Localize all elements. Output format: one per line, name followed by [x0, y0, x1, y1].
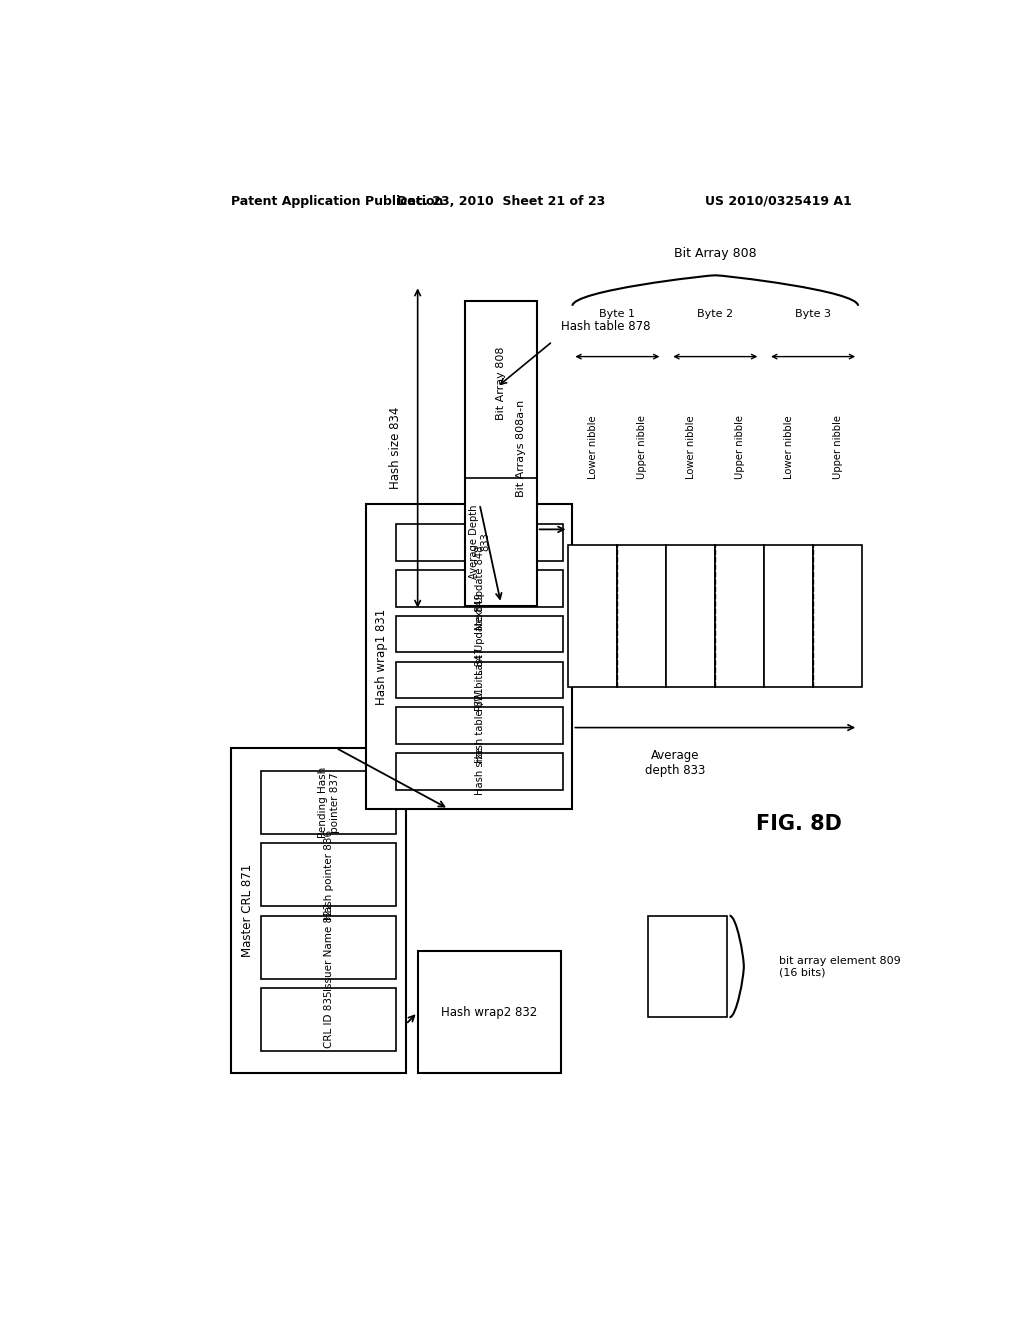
- Bar: [667, 545, 715, 686]
- Text: Hash size: Hash size: [474, 747, 484, 795]
- Text: CRL ID 835: CRL ID 835: [324, 990, 334, 1048]
- Text: Hash size 834: Hash size 834: [389, 407, 402, 490]
- Bar: [418, 952, 560, 1073]
- Bar: [617, 545, 667, 686]
- Text: Average Depth
833: Average Depth 833: [469, 504, 490, 579]
- Bar: [568, 545, 617, 686]
- Text: Byte 3: Byte 3: [796, 309, 831, 319]
- Text: Patent Application Publication: Patent Application Publication: [231, 194, 443, 207]
- Text: Bit Arrays 808a-n: Bit Arrays 808a-n: [516, 400, 526, 496]
- Bar: [396, 615, 563, 652]
- Text: Upper nibble: Upper nibble: [637, 414, 647, 479]
- Text: Byte 1: Byte 1: [599, 309, 635, 319]
- Text: Bit Array 808: Bit Array 808: [496, 346, 506, 420]
- Text: Hash table 878: Hash table 878: [560, 319, 650, 333]
- Text: US 2010/0325419 A1: US 2010/0325419 A1: [706, 194, 852, 207]
- Text: Pending Hash
pointer 837: Pending Hash pointer 837: [318, 767, 340, 838]
- Text: Byte 2: Byte 2: [697, 309, 733, 319]
- Text: FIG. 8D: FIG. 8D: [756, 814, 842, 834]
- Text: R/W bits 847: R/W bits 847: [474, 648, 484, 711]
- Bar: [764, 545, 813, 686]
- Bar: [367, 504, 572, 809]
- Bar: [396, 661, 563, 698]
- Bar: [261, 916, 396, 978]
- Text: Master CRL 871: Master CRL 871: [241, 863, 254, 957]
- Text: Lower nibble: Lower nibble: [588, 414, 598, 479]
- Bar: [396, 570, 563, 607]
- Bar: [648, 916, 727, 1018]
- Text: Lower nibble: Lower nibble: [686, 414, 695, 479]
- Text: Hash table 821: Hash table 821: [474, 688, 484, 763]
- Bar: [465, 301, 537, 606]
- Bar: [396, 708, 563, 744]
- Text: Issuer Name 822: Issuer Name 822: [324, 903, 334, 991]
- Text: Average
depth 833: Average depth 833: [645, 750, 706, 777]
- Bar: [715, 545, 764, 686]
- Text: Lower nibble: Lower nibble: [783, 414, 794, 479]
- Text: Hash wrap1 831: Hash wrap1 831: [376, 609, 388, 705]
- Text: Last Update 849: Last Update 849: [474, 593, 484, 675]
- Text: Hash wrap2 832: Hash wrap2 832: [441, 1006, 538, 1019]
- Text: Upper nibble: Upper nibble: [833, 414, 843, 479]
- Bar: [261, 987, 396, 1051]
- Text: Hash pointer 836: Hash pointer 836: [324, 829, 334, 920]
- Bar: [261, 771, 396, 834]
- Bar: [396, 524, 563, 561]
- Bar: [261, 843, 396, 907]
- Text: Next Update 848: Next Update 848: [474, 545, 484, 630]
- Bar: [396, 752, 563, 789]
- Bar: [231, 748, 406, 1073]
- Text: Upper nibble: Upper nibble: [735, 414, 744, 479]
- Text: Bit Array 808: Bit Array 808: [674, 247, 757, 260]
- Text: bit array element 809
(16 bits): bit array element 809 (16 bits): [779, 956, 900, 977]
- Text: Dec. 23, 2010  Sheet 21 of 23: Dec. 23, 2010 Sheet 21 of 23: [397, 194, 605, 207]
- Bar: [813, 545, 862, 686]
